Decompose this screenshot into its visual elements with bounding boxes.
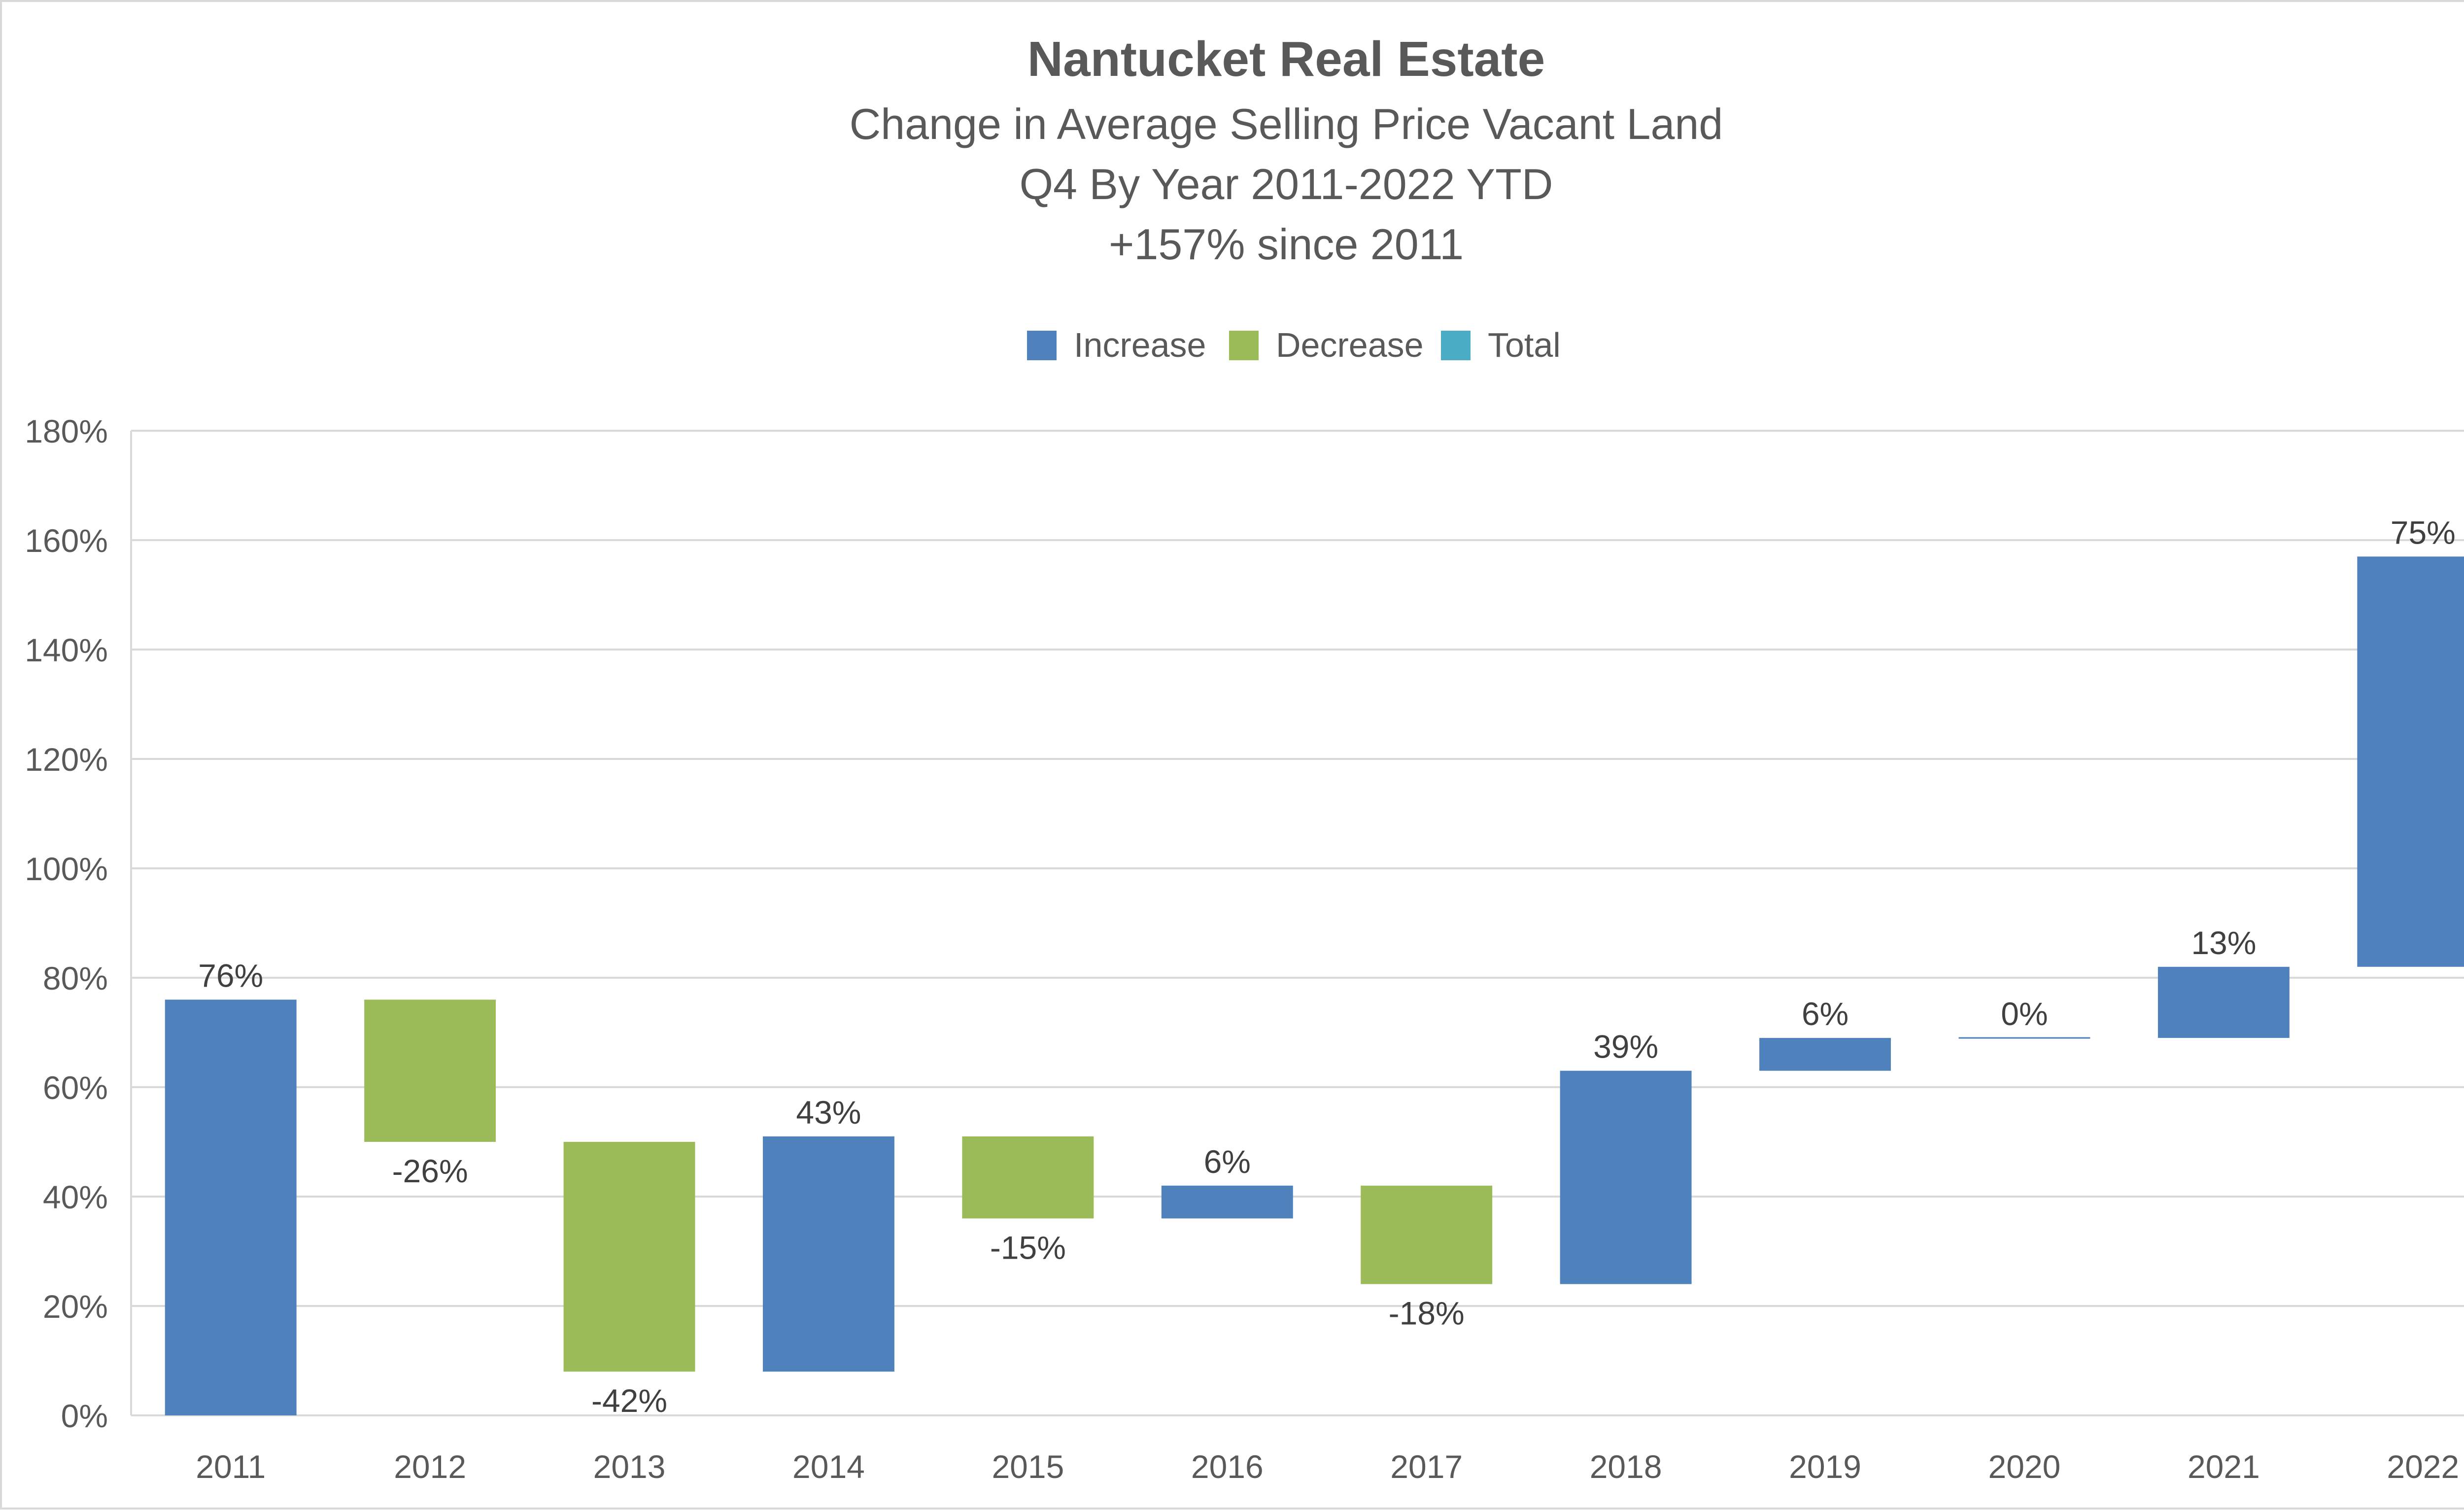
data-labels: 76% -26% -42% 43% -15% 6% -18% 39% 6% 0% 13% 75% [198,514,2456,1419]
y-tick-label: 80% [43,960,108,996]
bar-2019 [1759,1038,1891,1071]
data-label-2022: 75% [2391,514,2456,550]
x-tick-label: 2018 [1590,1448,1662,1485]
y-tick-label: 20% [43,1288,108,1325]
legend-swatch-total [1441,331,1471,360]
legend-label-decrease: Decrease [1276,326,1424,364]
legend: Increase Decrease Total [1027,326,1561,364]
x-tick-label: 2015 [992,1448,1064,1485]
chart-title: Nantucket Real Estate [1027,32,1545,87]
y-tick-label: 120% [25,741,108,778]
y-tick-label: 140% [25,632,108,668]
data-label-2017: -18% [1389,1295,1465,1332]
gridlines [130,430,2464,1416]
data-label-2011: 76% [198,957,263,994]
y-tick-label: 60% [43,1069,108,1106]
bar-2018 [1560,1070,1692,1284]
x-tick-label: 2021 [2188,1448,2260,1485]
legend-swatch-decrease [1229,331,1259,360]
y-tick-label: 40% [43,1179,108,1215]
bar-2020 [1958,1037,2090,1039]
y-tick-label: 180% [25,413,108,449]
x-tick-label: 2017 [1390,1448,1463,1485]
data-label-2020: 0% [2001,995,2048,1032]
legend-swatch-increase [1027,331,1057,360]
data-label-2018: 39% [1593,1029,1658,1065]
x-tick-label: 2011 [196,1448,266,1485]
x-tick-label: 2013 [593,1448,666,1485]
x-axis-tick-labels: 2011 2012 2013 2014 2015 2016 2017 2018 2019 2020… [196,1448,2459,1485]
data-label-2012: -26% [392,1153,468,1189]
data-label-2014: 43% [796,1094,861,1131]
y-tick-label: 160% [25,522,108,559]
bar-2016 [1161,1185,1293,1219]
bar-2012 [364,999,496,1142]
x-tick-label: 2019 [1789,1448,1861,1485]
data-label-2021: 13% [2191,925,2256,961]
bar-2014 [763,1136,894,1372]
bar-2021 [2157,966,2290,1038]
y-tick-label: 0% [61,1398,108,1434]
chart-subtitle-line-3: +157% since 2011 [1109,220,1464,269]
chart-subtitle-line-1: Change in Average Selling Price Vacant L… [850,100,1723,148]
x-tick-label: 2016 [1191,1448,1264,1485]
x-tick-label: 2022 [2387,1448,2459,1485]
y-axis-tick-labels: 0% 20% 40% 60% 80% 100% 120% 140% 160% 180% [25,413,108,1434]
data-label-2015: -15% [990,1229,1066,1266]
bar-2022 [2357,556,2464,967]
bar-2011 [165,999,297,1415]
x-tick-label: 2012 [394,1448,466,1485]
chart-subtitle-line-2: Q4 By Year 2011-2022 YTD [1020,160,1553,208]
data-label-2019: 6% [1802,995,1848,1032]
bar-2013 [563,1142,695,1372]
legend-label-increase: Increase [1074,326,1206,364]
bars [165,556,2464,1415]
x-tick-label: 2014 [792,1448,865,1485]
bar-2015 [962,1136,1094,1219]
data-label-2013: -42% [591,1382,667,1419]
x-tick-label: 2020 [1988,1448,2061,1485]
data-label-2016: 6% [1204,1143,1251,1180]
bar-2017 [1361,1185,1493,1284]
y-tick-label: 100% [25,851,108,887]
legend-label-total: Total [1488,326,1561,364]
